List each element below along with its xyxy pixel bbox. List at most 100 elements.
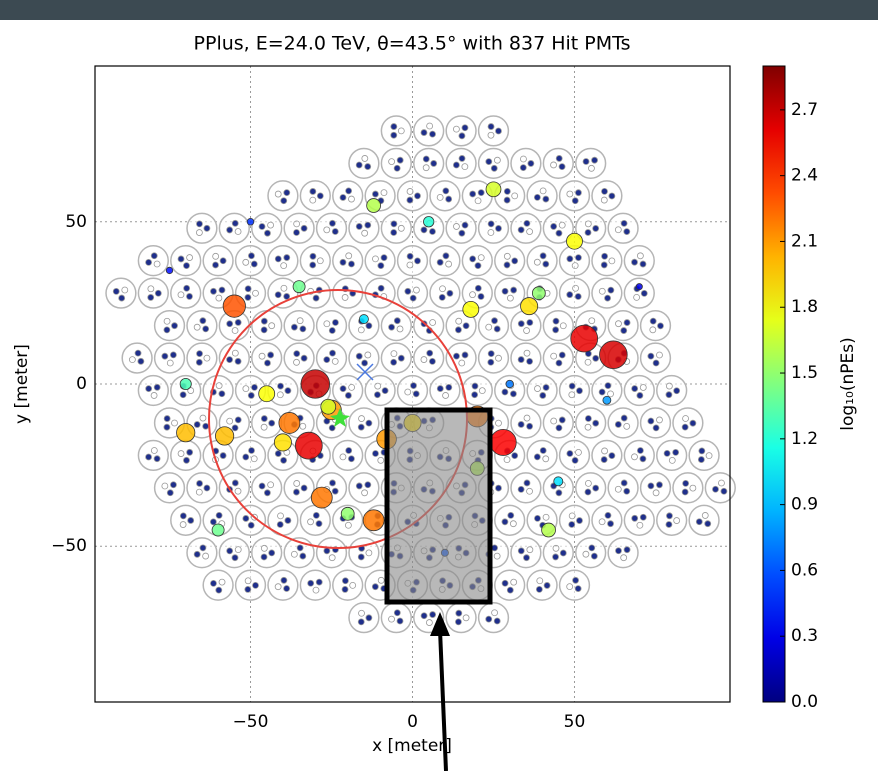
pmt: [226, 547, 234, 555]
tank: [380, 342, 412, 374]
tank: [251, 342, 283, 374]
pmt: [328, 327, 336, 334]
pmt: [620, 219, 628, 227]
tank: [413, 115, 445, 147]
tank: [218, 537, 250, 569]
pmt: [179, 512, 187, 520]
pmt: [268, 549, 276, 557]
pmt: [539, 252, 547, 260]
hit: [570, 324, 599, 353]
pmt: [388, 615, 395, 623]
tank: [542, 472, 574, 504]
tank: [607, 472, 639, 504]
pmt: [442, 187, 450, 195]
pmt: [631, 385, 639, 392]
pmt: [652, 489, 660, 497]
pmt: [598, 287, 606, 295]
pmt: [636, 521, 644, 529]
tank: [348, 309, 380, 342]
tank: [510, 212, 542, 244]
pmt: [357, 423, 365, 431]
pmt: [490, 164, 498, 172]
tank: [170, 245, 202, 277]
pmt: [607, 390, 614, 398]
pmt: [633, 293, 641, 301]
pmt: [584, 220, 592, 228]
pmt: [412, 390, 420, 398]
pmt: [388, 158, 396, 165]
tank: [445, 147, 477, 179]
pmt: [503, 261, 511, 269]
pmt: [590, 552, 598, 560]
tank: [607, 407, 639, 439]
pmt: [665, 521, 673, 528]
tank: [348, 472, 380, 504]
pmt: [666, 512, 673, 520]
pmt: [186, 448, 194, 456]
pmt: [331, 357, 339, 365]
pmt: [323, 320, 331, 328]
pmt: [371, 583, 379, 591]
pmt: [413, 286, 420, 294]
colorbar-tick-label: 0.3: [791, 626, 818, 646]
pmt: [242, 385, 250, 393]
pmt: [283, 293, 291, 300]
pmt: [390, 123, 398, 130]
pmt: [506, 586, 514, 594]
pmt: [455, 317, 463, 325]
tank: [283, 472, 315, 504]
pmt: [584, 415, 592, 422]
pmt: [345, 252, 353, 260]
pmt: [647, 482, 655, 490]
tank: [623, 245, 655, 277]
pmt: [495, 127, 502, 135]
tank: [348, 601, 380, 634]
pmt: [511, 257, 519, 265]
pmt: [698, 447, 706, 455]
pmt: [195, 358, 203, 366]
pmt: [150, 447, 158, 454]
tank: [591, 439, 623, 472]
pmt: [426, 349, 434, 357]
pmt: [242, 258, 250, 266]
pmt: [251, 513, 258, 521]
pmt: [267, 221, 274, 229]
tank: [510, 407, 542, 439]
pmt: [153, 455, 161, 463]
pmt: [296, 317, 304, 325]
colorbar-tick-label: 1.8: [791, 297, 818, 317]
tank: [283, 212, 315, 244]
tank: [510, 537, 542, 569]
pmt: [422, 164, 430, 172]
y-tick-label: 0: [76, 374, 87, 394]
pmt: [614, 226, 622, 234]
pmt: [588, 164, 595, 172]
tank: [558, 374, 591, 407]
pmt: [542, 260, 550, 268]
pmt: [312, 511, 320, 519]
hit: [358, 314, 369, 325]
pmt: [300, 354, 308, 362]
tank: [623, 374, 655, 407]
pmt: [199, 414, 207, 422]
pmt: [280, 284, 288, 292]
pmt: [345, 187, 353, 195]
tank: [510, 309, 542, 342]
tank: [591, 180, 623, 212]
pmt: [495, 354, 502, 362]
tank: [396, 277, 429, 309]
pmt: [620, 414, 628, 422]
tank: [332, 439, 364, 472]
y-axis-label: y [meter]: [12, 344, 32, 424]
pmt: [455, 618, 462, 626]
pmt: [264, 359, 271, 367]
pmt: [442, 252, 450, 260]
y-tick-label: −50: [51, 536, 87, 556]
core-marker: [356, 363, 374, 381]
pmt: [584, 358, 592, 366]
pmt: [665, 382, 673, 390]
pmt: [534, 514, 541, 522]
pmt: [584, 229, 592, 236]
pmt: [260, 317, 268, 325]
